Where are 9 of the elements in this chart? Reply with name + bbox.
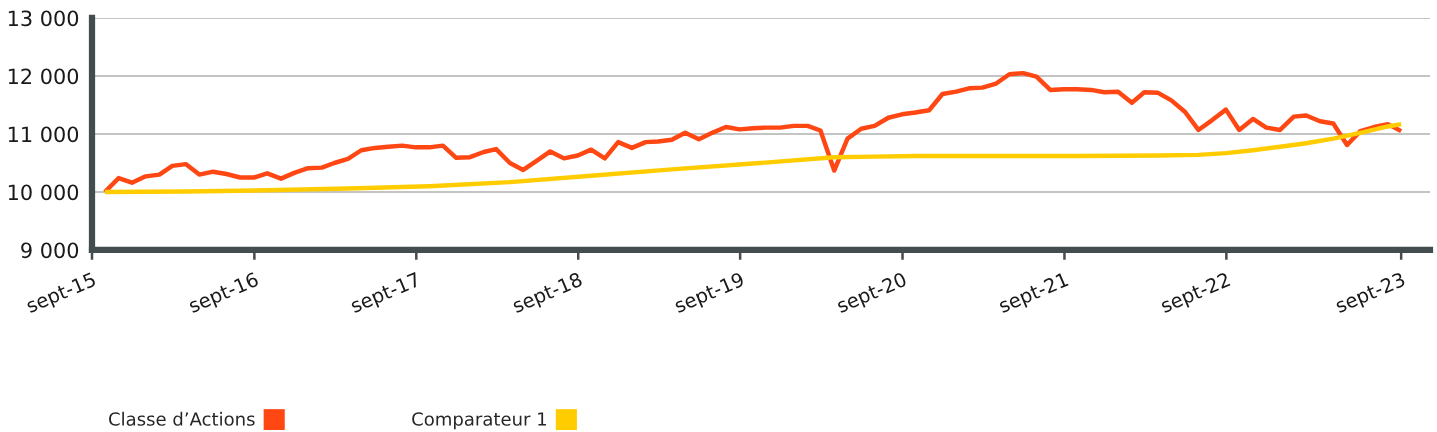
line-series (102, 70, 1404, 195)
y-tick-label: 12 000 (8, 68, 79, 85)
legend-label: Classe d’Actions (109, 411, 255, 426)
legend-label: Comparateur 1 (412, 412, 547, 430)
y-tick-label: 10 000 (8, 184, 79, 201)
line-series (102, 121, 1404, 195)
y-tick-label: 13 000 (8, 10, 79, 27)
y-tick-label: 11 000 (8, 126, 79, 143)
y-tick-label: 9 000 (21, 242, 79, 259)
